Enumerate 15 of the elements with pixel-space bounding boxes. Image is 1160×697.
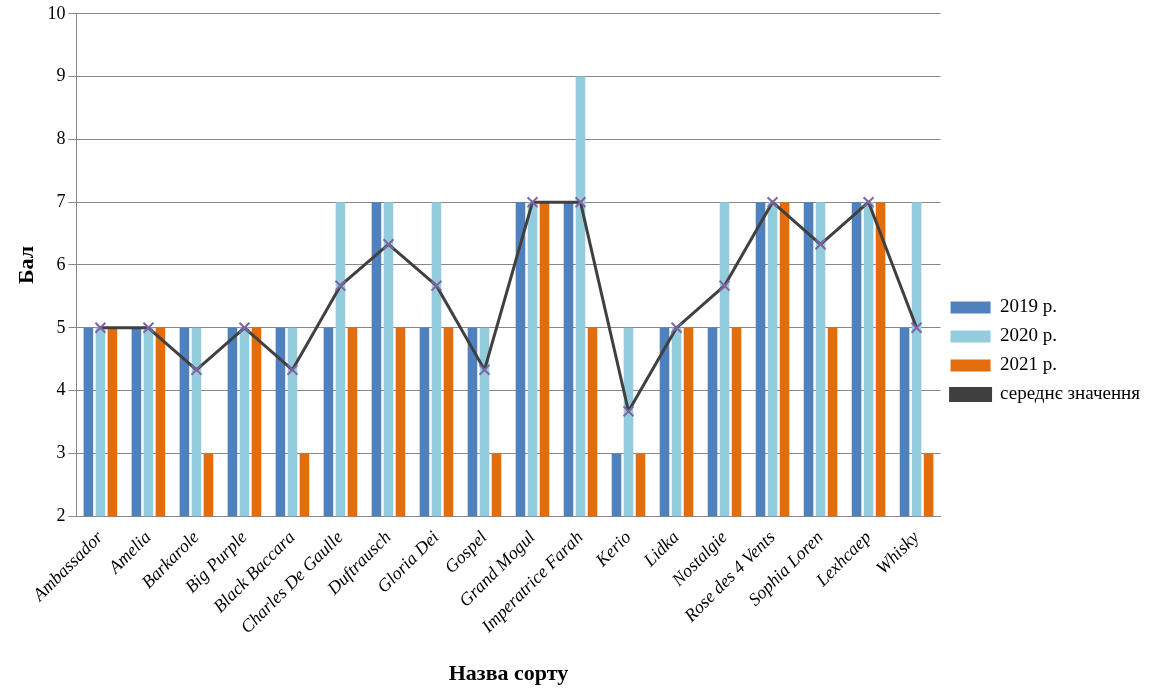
x-axis-title: Назва сорту (448, 660, 569, 686)
y-tick-label: 7 (56, 190, 66, 211)
y-tick-label: 10 (47, 2, 66, 23)
y-tick-label: 9 (56, 65, 66, 86)
legend-label: 2021 р. (1000, 353, 1058, 375)
legend-label: середнє значення (1000, 382, 1141, 404)
y-tick-label: 5 (56, 316, 66, 337)
legend-label: 2019 р. (1000, 295, 1058, 317)
y-tick-label: 2 (56, 504, 66, 525)
y-tick-label: 3 (56, 442, 66, 463)
y-axis-title: Бал (12, 245, 38, 285)
legend-label: 2020 р. (1000, 324, 1058, 346)
y-tick-label: 8 (56, 128, 66, 149)
y-tick-label: 6 (56, 253, 66, 274)
y-tick-label: 4 (56, 379, 66, 400)
